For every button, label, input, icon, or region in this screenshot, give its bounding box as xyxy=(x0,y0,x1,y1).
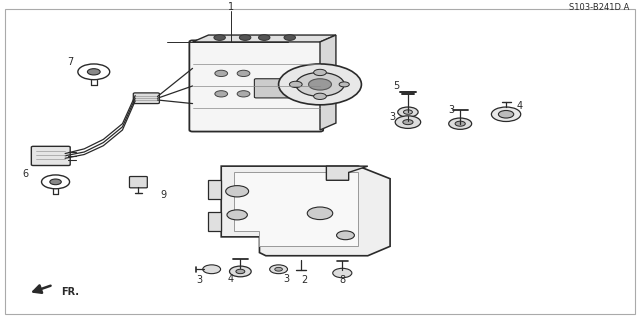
Polygon shape xyxy=(221,166,390,256)
Circle shape xyxy=(230,266,251,277)
Text: 9: 9 xyxy=(161,190,167,200)
Circle shape xyxy=(314,93,326,100)
FancyBboxPatch shape xyxy=(133,93,159,104)
Text: 8: 8 xyxy=(339,275,346,285)
Circle shape xyxy=(50,179,61,185)
Polygon shape xyxy=(326,166,368,180)
Circle shape xyxy=(403,120,413,124)
Polygon shape xyxy=(209,212,221,231)
Circle shape xyxy=(237,70,250,76)
Text: 3: 3 xyxy=(448,105,454,115)
Circle shape xyxy=(215,91,228,97)
Circle shape xyxy=(296,72,344,96)
Circle shape xyxy=(397,107,418,117)
Text: 3: 3 xyxy=(390,112,396,123)
Circle shape xyxy=(278,64,362,105)
Circle shape xyxy=(339,82,349,87)
Text: 4: 4 xyxy=(516,101,522,111)
Circle shape xyxy=(395,116,420,128)
Text: 1: 1 xyxy=(228,2,234,12)
Circle shape xyxy=(492,107,521,122)
Circle shape xyxy=(215,70,228,76)
Circle shape xyxy=(269,265,287,274)
Polygon shape xyxy=(209,180,221,199)
Circle shape xyxy=(337,231,355,240)
Circle shape xyxy=(236,269,245,274)
Circle shape xyxy=(237,91,250,97)
Circle shape xyxy=(239,35,251,40)
Text: 4: 4 xyxy=(228,274,234,284)
Text: 5: 5 xyxy=(394,81,399,91)
Circle shape xyxy=(284,35,296,40)
FancyBboxPatch shape xyxy=(129,177,147,188)
Circle shape xyxy=(259,35,270,40)
Circle shape xyxy=(499,110,514,118)
Circle shape xyxy=(289,81,302,88)
Circle shape xyxy=(455,121,465,126)
Circle shape xyxy=(403,110,412,114)
Text: S103-B241D A: S103-B241D A xyxy=(569,3,629,12)
Polygon shape xyxy=(234,172,358,246)
Circle shape xyxy=(226,186,248,197)
Text: 7: 7 xyxy=(67,57,74,68)
Circle shape xyxy=(203,265,221,274)
Polygon shape xyxy=(320,35,336,130)
Circle shape xyxy=(214,35,225,40)
FancyBboxPatch shape xyxy=(31,146,70,165)
Text: 2: 2 xyxy=(301,275,307,284)
Circle shape xyxy=(308,79,332,90)
Circle shape xyxy=(449,118,472,129)
Circle shape xyxy=(333,268,352,278)
Circle shape xyxy=(227,210,247,220)
FancyBboxPatch shape xyxy=(254,79,290,98)
Circle shape xyxy=(307,207,333,220)
Text: FR.: FR. xyxy=(61,287,79,297)
Circle shape xyxy=(275,268,282,271)
Circle shape xyxy=(314,69,326,76)
Text: 6: 6 xyxy=(22,169,28,179)
FancyBboxPatch shape xyxy=(189,40,323,132)
Circle shape xyxy=(88,69,100,75)
Text: 3: 3 xyxy=(196,275,202,284)
Text: 3: 3 xyxy=(284,274,290,284)
Polygon shape xyxy=(193,35,336,42)
